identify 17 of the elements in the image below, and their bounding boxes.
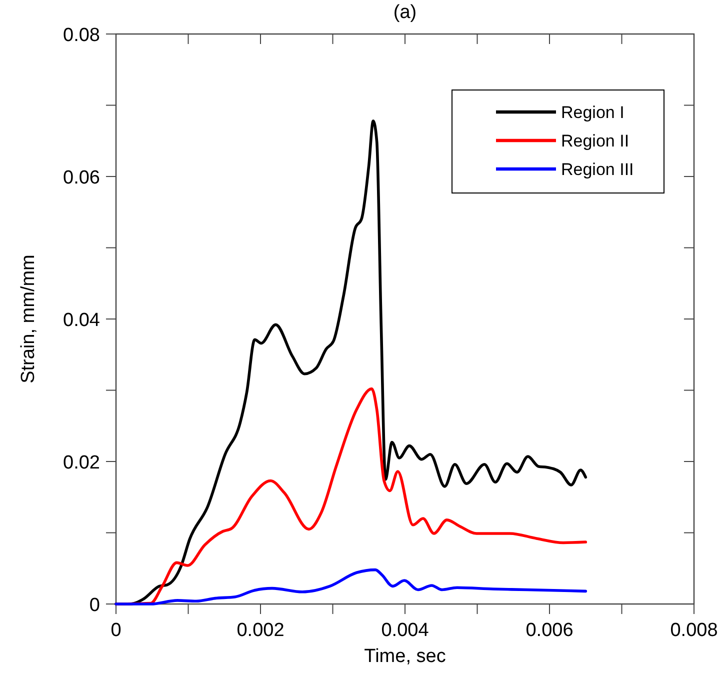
y-axis-title: Strain, mm/mm: [18, 254, 39, 384]
y-tick-label: 0: [89, 595, 100, 616]
legend-label: Region III: [561, 160, 634, 179]
legend-label: Region II: [561, 132, 630, 150]
x-tick-label: 0.004: [381, 620, 430, 641]
x-tick-label: 0.008: [670, 620, 718, 641]
y-tick-label: 0.06: [63, 168, 100, 188]
legend-label: Region I: [561, 103, 624, 122]
x-tick-label: 0: [110, 620, 122, 641]
y-tick-label: 0.04: [63, 310, 100, 331]
x-axis-title: Time, sec: [364, 646, 446, 667]
x-tick-label: 0.006: [526, 620, 574, 641]
line-series: [114, 568, 588, 606]
chart-title: (a): [393, 2, 417, 23]
x-tick-label: 0.002: [236, 620, 284, 641]
y-tick-label: 0.02: [63, 452, 100, 474]
y-tick-label: 0.08: [63, 25, 100, 46]
